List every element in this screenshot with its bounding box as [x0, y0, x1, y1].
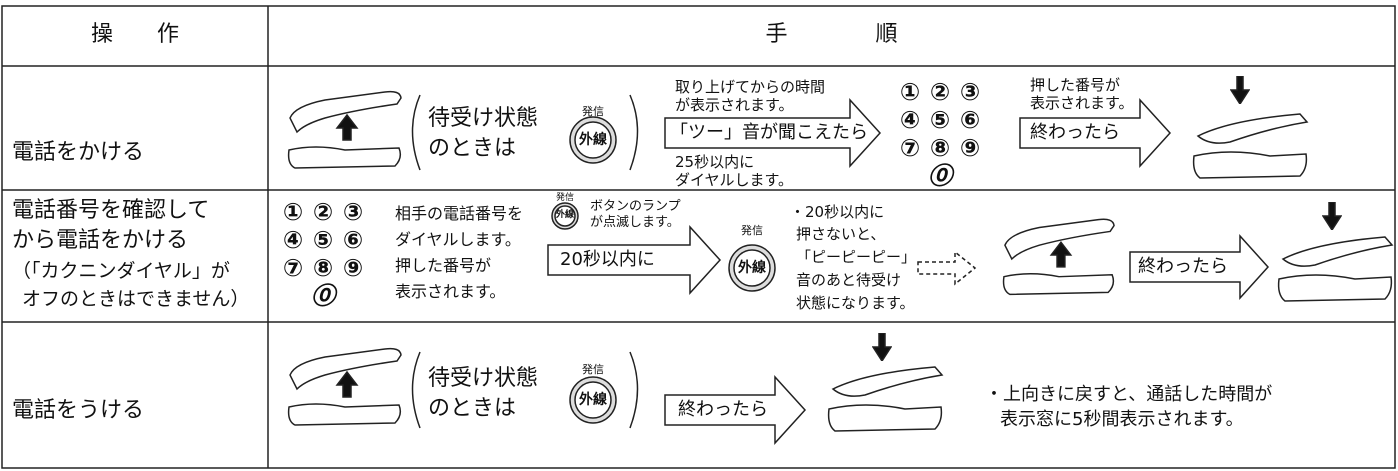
- table-grid: [1, 5, 1396, 469]
- key-digit: ①: [899, 78, 921, 106]
- display-note: 表示されます。: [1030, 94, 1134, 112]
- button-caption: 発信: [741, 224, 763, 237]
- key-digit: ⑨: [959, 134, 981, 162]
- key-digit: ⑥: [959, 106, 981, 134]
- key-digit: ④: [282, 226, 304, 254]
- key-digit: ⑥: [342, 226, 364, 254]
- key-digit: ⓪: [928, 162, 952, 190]
- timeout-note: ・20秒以内に: [790, 203, 885, 221]
- button-caption: 発信: [582, 105, 604, 118]
- button-caption: 発信: [582, 363, 604, 376]
- timeout-note: 状態になります。: [796, 294, 915, 312]
- key-digit: ③: [959, 78, 981, 106]
- arrow-note: 25秒以内に: [675, 153, 755, 171]
- standby-text: のときは: [428, 136, 517, 161]
- arrow-text: 終わったら: [1138, 256, 1228, 277]
- arrow-text: 終わったら: [1030, 122, 1120, 143]
- header-operation: 操 作: [90, 22, 179, 47]
- dial-note: 相手の電話番号を: [395, 204, 524, 223]
- key-digit: ③: [342, 198, 364, 226]
- standby-text: のときは: [428, 396, 517, 421]
- header-procedure: 手 順: [765, 22, 898, 47]
- standby-text: 待受け状態: [428, 366, 539, 391]
- note: 表示窓に5秒間表示されます。: [1000, 409, 1244, 430]
- key-digit: ⑦: [282, 254, 304, 282]
- note: ・上向きに戻すと、通話した時間が: [985, 384, 1273, 405]
- timeout-note: 押さないと、: [796, 225, 886, 243]
- lamp-note: が点滅します。: [590, 215, 680, 230]
- button-face: 外線: [579, 392, 607, 408]
- arrow-note: 取り上げてからの時間: [675, 78, 826, 96]
- row-label: 電話番号を確認して: [12, 198, 210, 223]
- lamp-note: ボタンのランプ: [590, 199, 681, 214]
- key-digit: ④: [899, 106, 921, 134]
- key-digit: ②: [312, 198, 334, 226]
- arrow-text: 20秒以内に: [560, 249, 655, 270]
- arrow-note: ダイヤルします。: [675, 171, 794, 189]
- drawings: [287, 76, 1393, 445]
- key-digit: ⑤: [929, 106, 951, 134]
- row-label: （「カクニンダイヤル」が: [12, 260, 230, 282]
- dial-note: 押した番号が: [395, 256, 492, 275]
- display-note: 押した番号が: [1030, 76, 1121, 94]
- button-face: 外線: [738, 260, 766, 276]
- dial-note: ダイヤルします。: [395, 230, 521, 249]
- arrow-text: 終わったら: [678, 399, 768, 420]
- dial-note: 表示されます。: [395, 282, 506, 301]
- key-digit: ⑨: [342, 254, 364, 282]
- key-digit: ⑤: [312, 226, 334, 254]
- key-digit: ⑧: [312, 254, 334, 282]
- row-label: 電話をかける: [12, 140, 145, 165]
- key-digit: ②: [929, 78, 951, 106]
- timeout-note: 音のあと待受け: [796, 271, 902, 289]
- button-face: 外線: [555, 210, 574, 220]
- arrow-text: 「ツー」音が聞こえたら: [670, 122, 868, 143]
- row-label: 電話をうける: [12, 398, 145, 423]
- button-caption: 発信: [556, 193, 575, 203]
- arrow-note: が表示されます。: [675, 96, 794, 114]
- key-digit: ①: [282, 198, 304, 226]
- key-digit: ⓪: [311, 282, 335, 310]
- row-label: オフのときはできません）: [22, 288, 250, 310]
- key-digit: ⑧: [929, 134, 951, 162]
- key-digit: ⑦: [899, 134, 921, 162]
- button-face: 外線: [579, 132, 607, 148]
- timeout-note: 「ピーピーピー」: [796, 248, 917, 266]
- row-label: から電話をかける: [12, 228, 189, 253]
- standby-text: 待受け状態: [428, 106, 539, 131]
